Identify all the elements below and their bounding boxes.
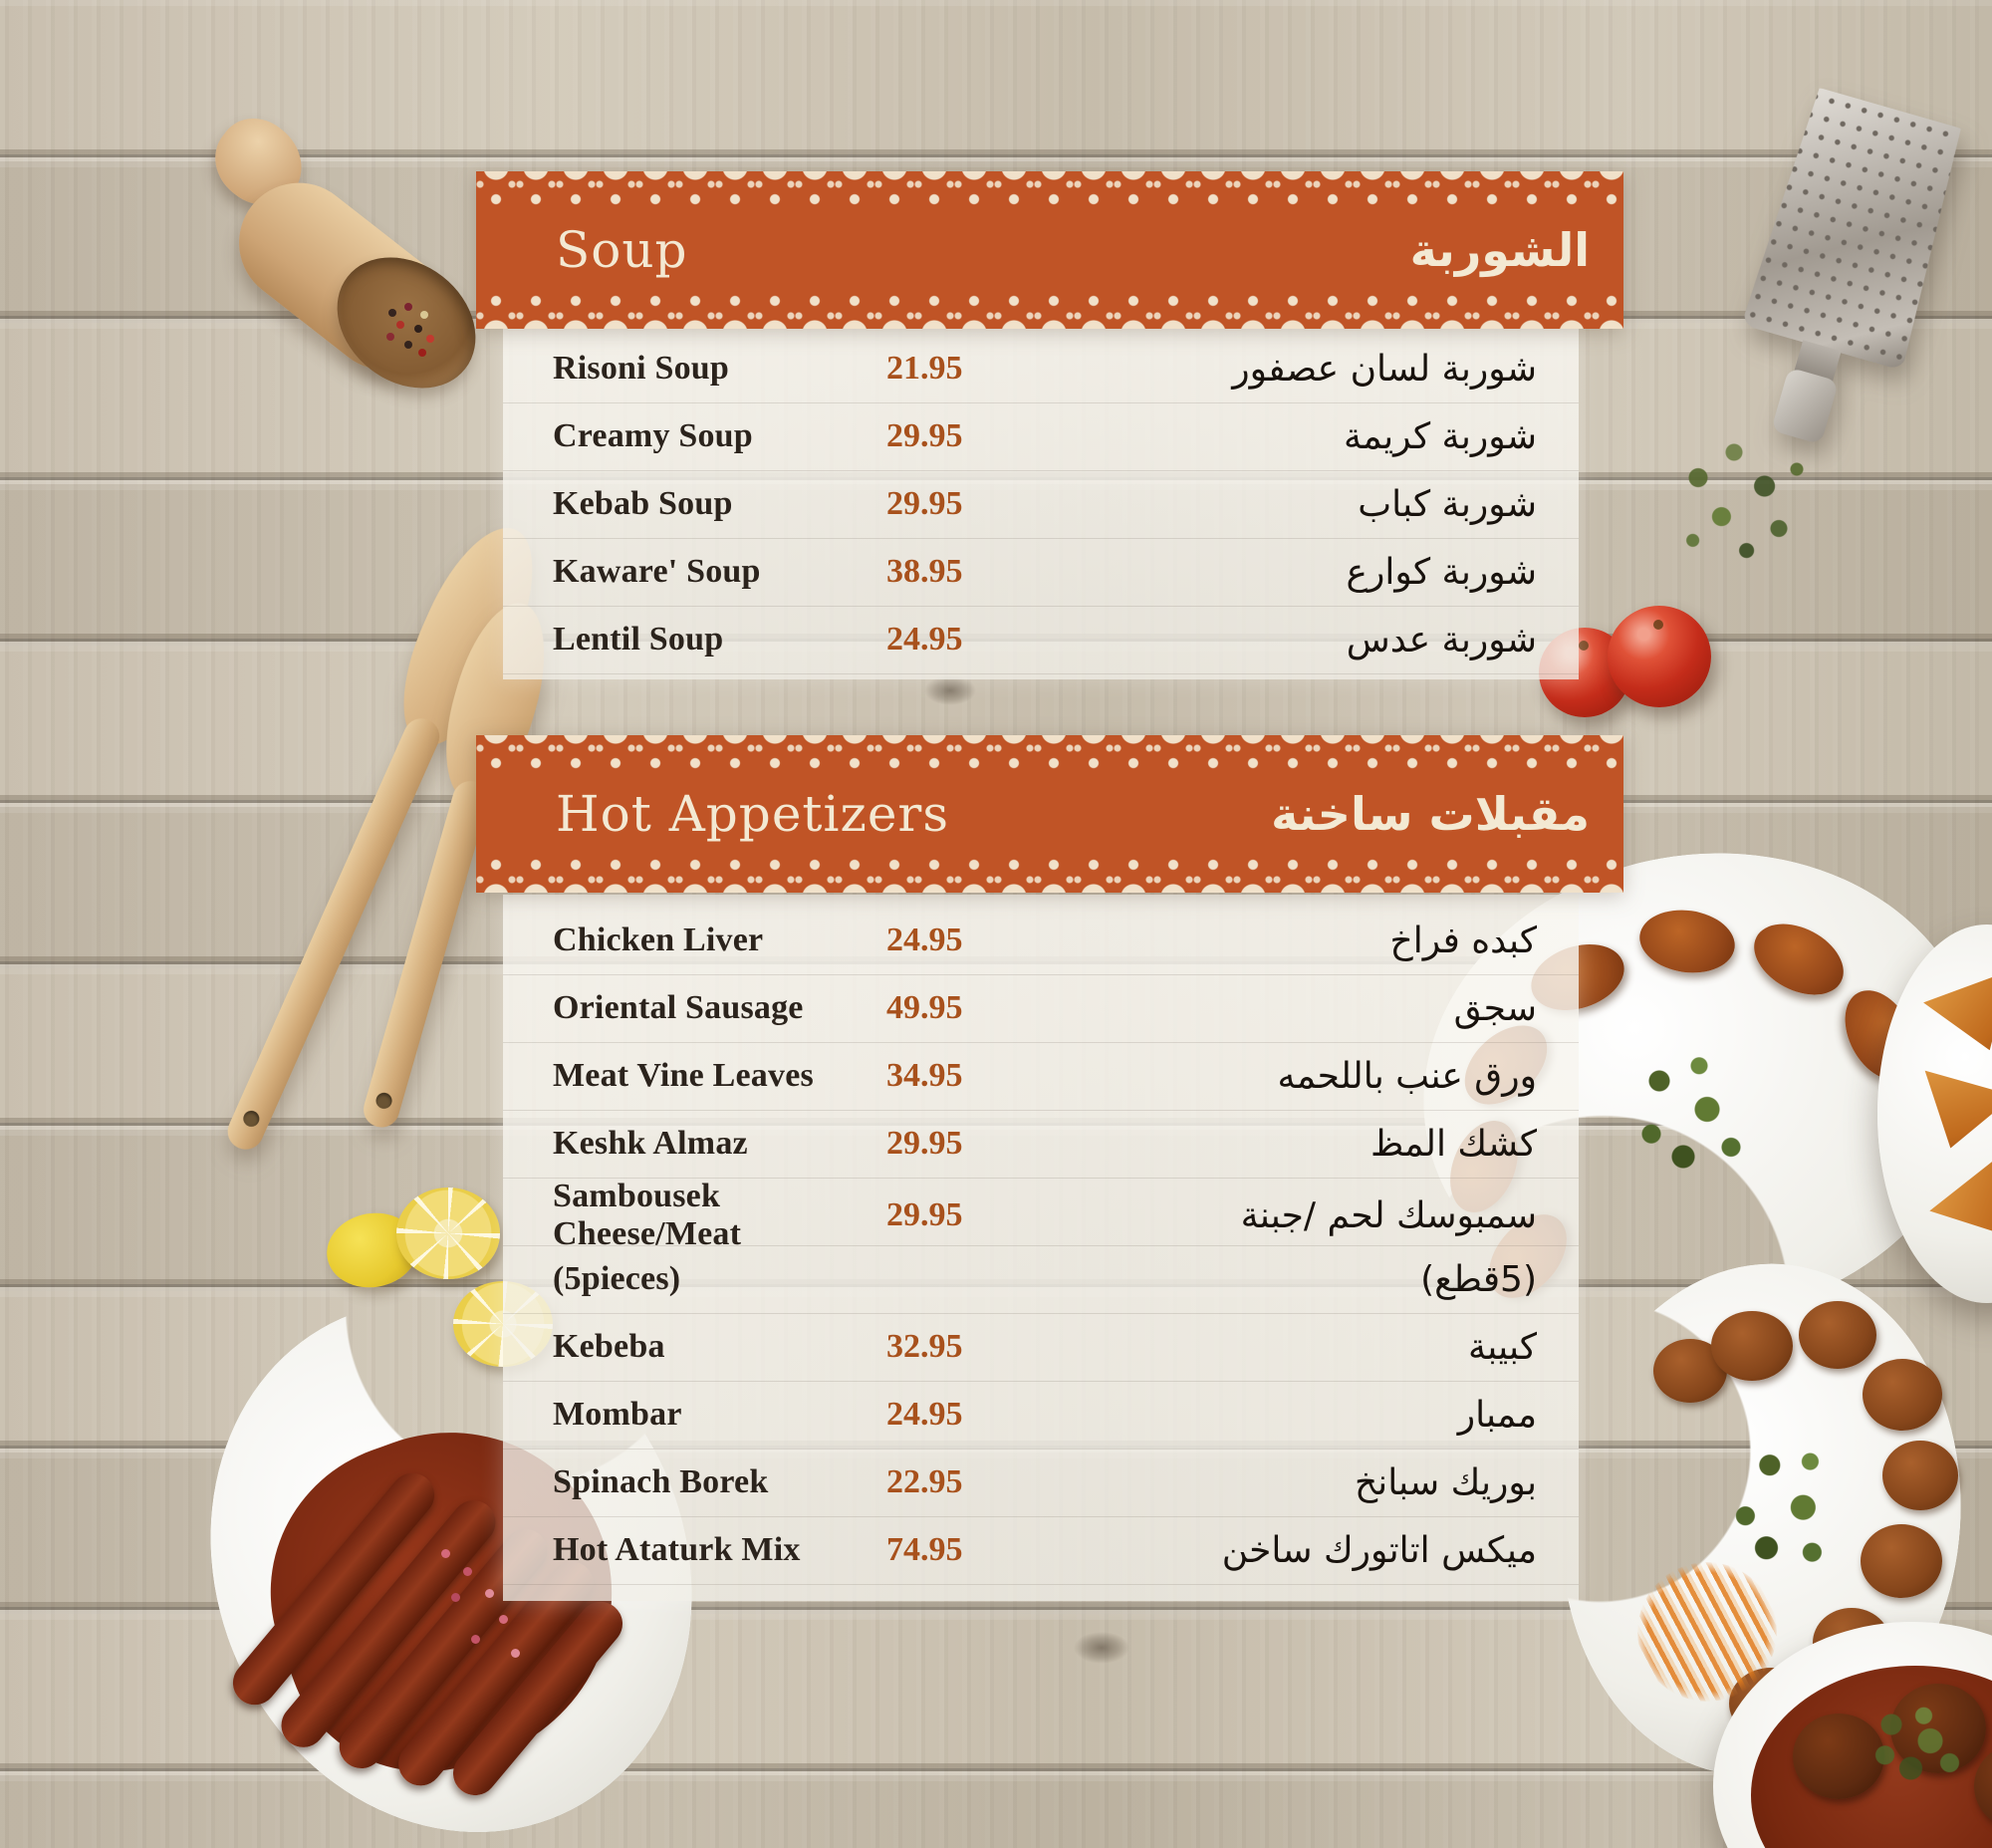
kofta-meatball [1711, 1311, 1793, 1381]
item-name-en: Kebab Soup [553, 485, 733, 522]
kofta-plate-photo [1536, 1243, 1986, 1796]
section-title-ar: مقبلات ساخنة [1271, 787, 1590, 841]
item-price: 22.95 [886, 1463, 963, 1500]
menu-item-row: Spinach Borek 22.95 بوريك سبانخ [503, 1449, 1579, 1516]
tomato-stem [1652, 620, 1663, 631]
menu-item-row: Kebab Soup 29.95 شوربة كباب [503, 470, 1579, 538]
item-name-ar: كبيبة [1467, 1326, 1537, 1368]
item-name-en: (5pieces) [553, 1260, 681, 1297]
hot-appetizers-section-banner: Hot Appetizers مقبلات ساخنة [476, 735, 1623, 893]
item-name-ar: كبده فراخ [1389, 920, 1537, 961]
meatballs-sauce-bowl-photo [1713, 1622, 1992, 1848]
item-price: 38.95 [886, 553, 963, 590]
sujuk-sausage-plate-photo [126, 1222, 776, 1848]
item-name-ar: شوربة كباب [1358, 483, 1537, 525]
item-name-ar: ميكس اتاتورك ساخن [1221, 1529, 1537, 1571]
item-name-ar: كشك المظ [1370, 1123, 1537, 1165]
metal-grater-photo [1707, 83, 1992, 468]
menu-item-row: Kebeba 32.95 كبيبة [503, 1313, 1579, 1381]
item-price: 74.95 [886, 1531, 963, 1568]
item-name-en: Spinach Borek [553, 1463, 769, 1500]
item-name-ar: شوربة عدس [1346, 619, 1537, 660]
item-price: 49.95 [886, 989, 963, 1026]
item-price: 24.95 [886, 621, 963, 658]
item-name-en: Lentil Soup [553, 621, 724, 658]
banner-band: Soup الشوربة [476, 211, 1623, 289]
wooden-spice-scoop-photo [184, 103, 503, 415]
lace-border-bottom [476, 289, 1623, 329]
peppercorns [388, 309, 396, 317]
item-name-en: Mombar [553, 1396, 682, 1433]
item-name-ar: شوربة كريمة [1343, 415, 1537, 457]
carrot-shreds [1637, 1562, 1777, 1702]
menu-item-row: Hot Ataturk Mix 74.95 ميكس اتاتورك ساخن [503, 1516, 1579, 1584]
item-name-en: Kebeba [553, 1328, 665, 1365]
herb-garnish [1853, 1692, 1982, 1801]
sambousek-plate-photo [1877, 924, 1992, 1313]
menu-item-row: Kaware' Soup 38.95 شوربة كوارع [503, 538, 1579, 606]
section-title-ar: الشوربة [1409, 223, 1590, 277]
wood-knot [924, 675, 976, 705]
lemon-slice-photo [396, 1188, 500, 1279]
kofta-meatball [1863, 1359, 1942, 1431]
kofta-meatball [1882, 1441, 1958, 1510]
menu-item-row: Oriental Sausage 49.95 سجق [503, 974, 1579, 1042]
item-name-ar: سمبوسك لحم /جبنة [1240, 1194, 1537, 1236]
soup-section-banner: Soup الشوربة [476, 171, 1623, 329]
hot-appetizers-items-panel: Chicken Liver 24.95 كبده فراخ Oriental Saus… [503, 895, 1579, 1601]
menu-item-row: Chicken Liver 24.95 كبده فراخ [503, 907, 1579, 974]
kibbeh-plate-photo [1385, 809, 1992, 1364]
item-price: 24.95 [886, 922, 963, 958]
item-price: 34.95 [886, 1057, 963, 1094]
menu-item-row: Meat Vine Leaves 34.95 ورق عنب باللحمه [503, 1042, 1579, 1110]
item-price: 24.95 [886, 1396, 963, 1433]
soup-items-panel: Risoni Soup 21.95 شوربة لسان عصفور Creamy S… [503, 329, 1579, 679]
banner-band: Hot Appetizers مقبلات ساخنة [476, 775, 1623, 853]
item-name-en: Keshk Almaz [553, 1125, 748, 1162]
item-price: 32.95 [886, 1328, 963, 1365]
section-title-en: Soup [556, 221, 688, 279]
menu-item-row: Keshk Almaz 29.95 كشك المظ [503, 1110, 1579, 1178]
item-name-en: Chicken Liver [553, 922, 764, 958]
item-name-ar: ممبار [1457, 1394, 1537, 1436]
item-name-ar: سجق [1453, 987, 1537, 1029]
item-price: 29.95 [886, 1196, 963, 1233]
wood-knot [1074, 1632, 1129, 1664]
kofta-meatball [1799, 1301, 1876, 1369]
tomato-stem [1579, 640, 1590, 651]
lace-border-top [476, 735, 1623, 775]
item-name-en: Creamy Soup [553, 417, 753, 454]
item-price: 29.95 [886, 1125, 963, 1162]
item-name-en: Risoni Soup [553, 350, 730, 387]
item-name-en: Sambousek Cheese/Meat [553, 1178, 742, 1252]
item-name-en: Oriental Sausage [553, 989, 804, 1026]
item-price: 29.95 [886, 485, 963, 522]
section-title-en: Hot Appetizers [556, 785, 949, 843]
herb-sprig-photo [1653, 418, 1833, 588]
item-name-ar: شوربة كوارع [1346, 551, 1537, 593]
item-name-ar: بوريك سبانخ [1354, 1461, 1537, 1503]
item-price: 21.95 [886, 350, 963, 387]
menu-item-row: Creamy Soup 29.95 شوربة كريمة [503, 402, 1579, 470]
item-name-en: Hot Ataturk Mix [553, 1531, 801, 1568]
item-name-ar: (5قطع) [1420, 1258, 1537, 1300]
pink-peppercorns [441, 1549, 450, 1558]
item-name-en: Meat Vine Leaves [553, 1057, 814, 1094]
menu-item-row: Risoni Soup 21.95 شوربة لسان عصفور [503, 335, 1579, 402]
parsley-garnish [1612, 1024, 1771, 1213]
item-price: 29.95 [886, 417, 963, 454]
grater-plate [1741, 85, 1970, 371]
kofta-meatball [1861, 1524, 1942, 1598]
menu-item-row: Sambousek Cheese/Meat 29.95 سمبوسك لحم /جب… [503, 1178, 1579, 1252]
item-name-ar: ورق عنب باللحمه [1277, 1055, 1537, 1097]
menu-item-row: Lentil Soup 24.95 شوربة عدس [503, 606, 1579, 673]
lace-border-bottom [476, 853, 1623, 893]
tomato-photo [1608, 606, 1711, 707]
lace-border-top [476, 171, 1623, 211]
item-name-en: Kaware' Soup [553, 553, 761, 590]
item-name-ar: شوربة لسان عصفور [1232, 348, 1537, 390]
menu-item-row: Mombar 24.95 ممبار [503, 1381, 1579, 1449]
menu-item-note-row: (5pieces) (5قطع) [503, 1245, 1579, 1313]
